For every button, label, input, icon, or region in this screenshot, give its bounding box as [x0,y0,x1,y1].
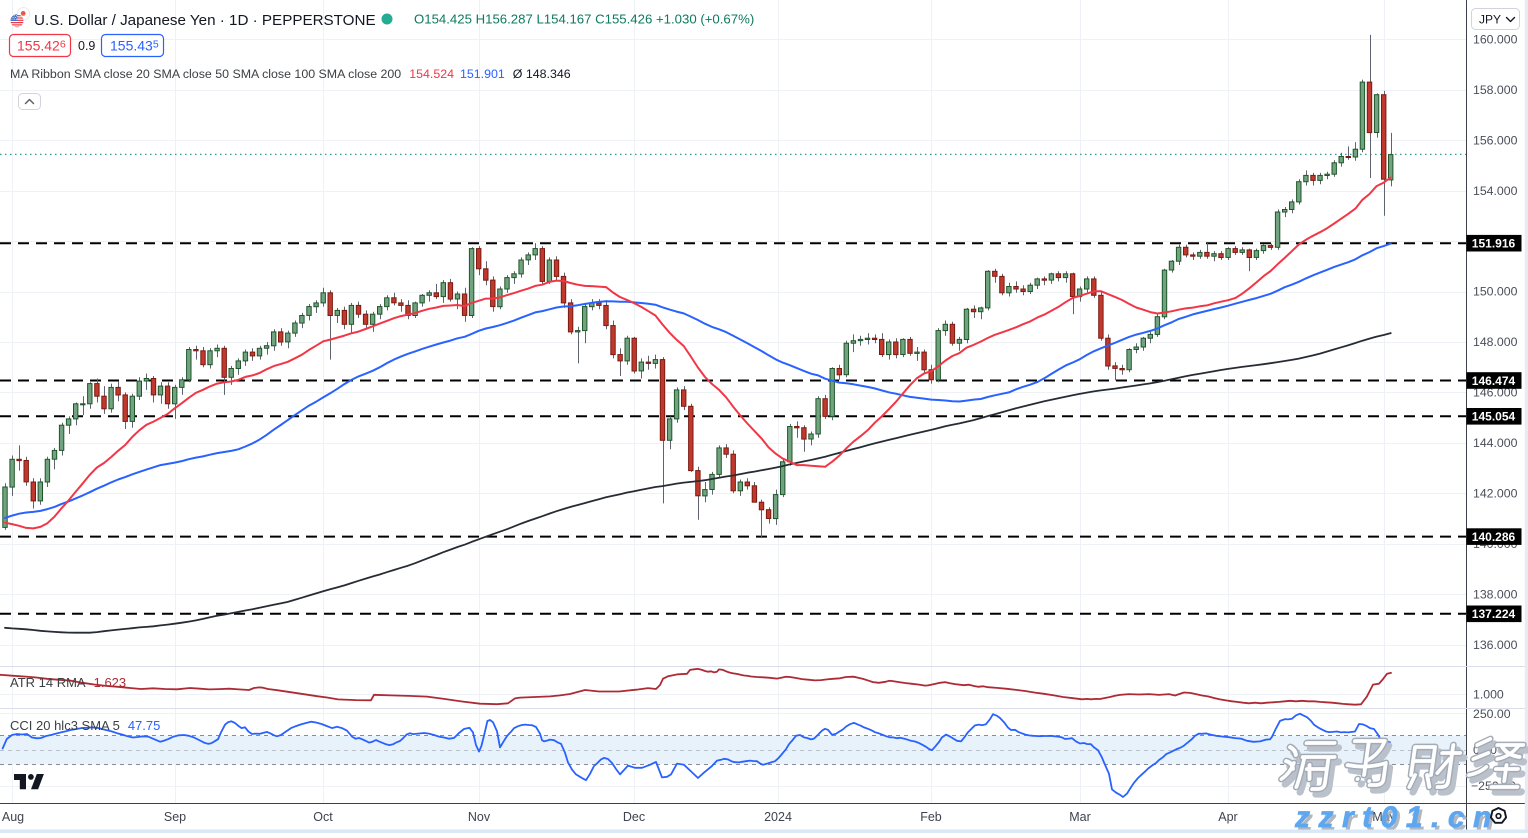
svg-text:Oct: Oct [313,810,333,824]
svg-text:156.000: 156.000 [1473,133,1518,147]
svg-text:151.916: 151.916 [1472,237,1516,251]
svg-text:U.S. Dollar / Japanese Yen · 1: U.S. Dollar / Japanese Yen · 1D · PEPPER… [34,12,376,29]
svg-text:145.054: 145.054 [1472,410,1516,424]
svg-text:Aug: Aug [2,810,24,824]
svg-text:Apr: Apr [1218,810,1237,824]
svg-text:150.000: 150.000 [1473,285,1518,299]
svg-text:Sep: Sep [164,810,186,824]
svg-text:zzrt01.cn: zzrt01.cn [1294,801,1500,833]
svg-text:O154.425 H156.287 L154.167 C15: O154.425 H156.287 L154.167 C155.426 +1.0… [414,12,754,27]
svg-text:2024: 2024 [764,810,792,824]
svg-text:142.000: 142.000 [1473,487,1518,501]
svg-text:250.00: 250.00 [1473,707,1511,721]
svg-text:Mar: Mar [1069,810,1091,824]
svg-text:146.474: 146.474 [1472,374,1516,388]
svg-text:155.426: 155.426 [17,38,66,54]
svg-text:154.000: 154.000 [1473,184,1518,198]
svg-text:158.000: 158.000 [1473,83,1518,97]
svg-text:CCI 20 hlc3 SMA 547.75: CCI 20 hlc3 SMA 547.75 [10,718,160,733]
svg-text:155.435: 155.435 [110,38,159,54]
svg-text:JPY: JPY [1479,13,1501,27]
svg-text:137.224: 137.224 [1472,607,1516,621]
svg-text:136.000: 136.000 [1473,638,1518,652]
svg-text:148.000: 148.000 [1473,335,1518,349]
svg-text:140.286: 140.286 [1472,530,1516,544]
svg-text:Nov: Nov [468,810,491,824]
svg-text:1.000: 1.000 [1473,688,1504,702]
svg-text:144.000: 144.000 [1473,436,1518,450]
svg-text:Feb: Feb [920,810,942,824]
svg-text:Dec: Dec [623,810,645,824]
svg-text:MA Ribbon SMA close 20 SMA clo: MA Ribbon SMA close 20 SMA close 50 SMA … [10,67,571,81]
svg-text:138.000: 138.000 [1473,588,1518,602]
svg-text:0.9: 0.9 [78,39,95,53]
svg-text:160.000: 160.000 [1473,32,1518,46]
